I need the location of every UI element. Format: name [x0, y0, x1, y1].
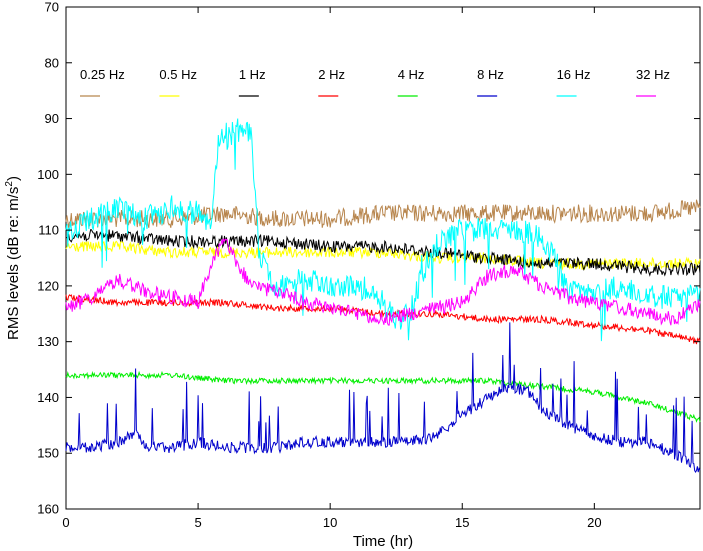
- y-tick-label: 160: [37, 502, 59, 517]
- x-axis-ticks: 0 5 10 15 20: [62, 7, 602, 530]
- y-tick-label: 100: [37, 167, 59, 182]
- plot-frame: [65, 6, 701, 510]
- legend-label-4-hz: 4 Hz: [398, 67, 425, 82]
- legend-label-0-25-hz: 0.25 Hz: [80, 67, 125, 82]
- series-line-2-hz: [65, 294, 701, 345]
- y-axis-title: RMS levels (dB re: m/s2): [4, 176, 22, 340]
- y-tick-label: 90: [45, 111, 59, 126]
- series-line-0-25-hz: [65, 199, 701, 228]
- series-line-16-hz: [65, 118, 701, 342]
- legend-label-2-hz: 2 Hz: [318, 67, 345, 82]
- y-tick-label: 120: [37, 278, 59, 293]
- series-line-32-hz: [65, 238, 701, 326]
- legend-label-0-5-hz: 0.5 Hz: [159, 67, 197, 82]
- x-tick-label: 5: [194, 515, 201, 530]
- legend-label-16-hz: 16 Hz: [557, 67, 591, 82]
- series-line-8-hz: [65, 322, 701, 473]
- y-tick-label: 140: [37, 390, 59, 405]
- y-axis-title-main: RMS levels (dB re: m/s: [5, 187, 22, 340]
- legend-label-8-hz: 8 Hz: [477, 67, 504, 82]
- series-line-1-hz: [65, 228, 701, 277]
- legend: 0.25 Hz 0.5 Hz 1 Hz 2 Hz 4 Hz 8 Hz 16 Hz 32 Hz: [80, 67, 670, 97]
- x-tick-label: 0: [62, 515, 69, 530]
- legend-label-1-hz: 1 Hz: [239, 67, 266, 82]
- y-axis-title-end: ): [5, 176, 22, 181]
- series-line-0-5-hz: [65, 240, 701, 271]
- y-axis-title-superscript: 2: [4, 181, 15, 187]
- legend-label-32-hz: 32 Hz: [636, 67, 670, 82]
- x-tick-label: 20: [587, 515, 601, 530]
- y-tick-label: 70: [45, 0, 59, 15]
- y-tick-label: 80: [45, 55, 59, 70]
- series-layer: [65, 118, 701, 473]
- y-tick-label: 110: [38, 223, 59, 238]
- y-tick-label: 150: [37, 446, 59, 461]
- x-tick-label: 15: [455, 515, 469, 530]
- x-axis-title: Time (hr): [353, 533, 413, 550]
- series-line-4-hz: [65, 370, 701, 423]
- y-tick-label: 130: [37, 334, 59, 349]
- y-axis-ticks: 70 80 90 100 110 120 130 140 150 160: [37, 0, 700, 517]
- x-tick-label: 10: [323, 515, 337, 530]
